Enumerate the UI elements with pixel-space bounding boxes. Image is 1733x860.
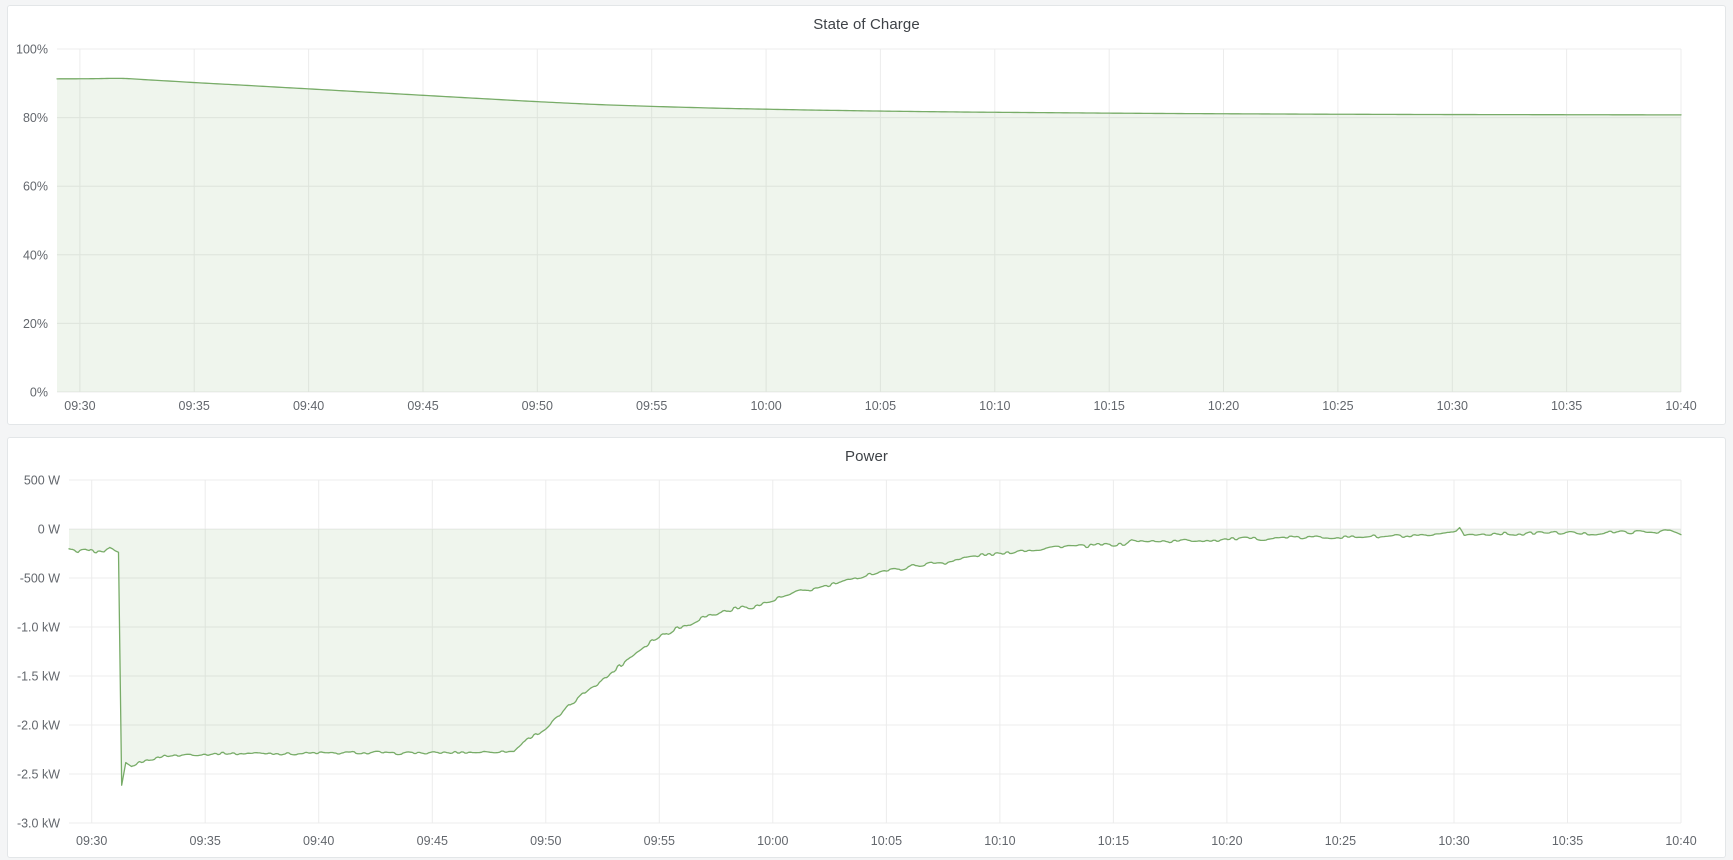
svg-text:40%: 40% — [23, 248, 48, 262]
svg-text:09:30: 09:30 — [64, 399, 95, 413]
svg-text:100%: 100% — [16, 43, 48, 57]
svg-text:09:50: 09:50 — [530, 834, 561, 848]
svg-text:10:15: 10:15 — [1098, 834, 1129, 848]
series-group — [56, 77, 1682, 392]
svg-text:500 W: 500 W — [24, 474, 60, 488]
state-of-charge-chart-canvas[interactable]: 100%80%60%40%20%0%09:30 09:35 09:40 09:45 09… — [8, 6, 1723, 424]
x-axis-labels: 09:30 09:35 09:40 09:45 09:50 09:55 10:00 10:05… — [64, 399, 1696, 413]
svg-text:-2.0 kW: -2.0 kW — [17, 719, 60, 733]
x-axis-labels: 09:30 09:35 09:40 09:45 09:50 09:55 10:00 10:05… — [76, 834, 1697, 848]
svg-text:60%: 60% — [23, 180, 48, 194]
state-of-charge-panel-title[interactable]: State of Charge — [813, 16, 920, 33]
svg-text:09:55: 09:55 — [636, 399, 667, 413]
svg-text:09:40: 09:40 — [303, 834, 334, 848]
power-chart-canvas[interactable]: 500 W 0 W -500 W -1.0 kW -1.5 kW -2.0 kW -2.5 … — [8, 438, 1723, 857]
power-panel-title[interactable]: Power — [844, 448, 889, 465]
svg-text:-500 W: -500 W — [20, 572, 60, 586]
series-line — [56, 77, 1682, 116]
svg-text:10:40: 10:40 — [1665, 399, 1696, 413]
svg-text:09:50: 09:50 — [522, 399, 553, 413]
svg-text:-1.5 kW: -1.5 kW — [17, 670, 60, 684]
svg-text:10:35: 10:35 — [1551, 399, 1582, 413]
svg-text:80%: 80% — [23, 111, 48, 125]
svg-text:10:40: 10:40 — [1665, 834, 1696, 848]
y-axis-labels: 100% 80% 60% 40% 20% 0% — [16, 43, 48, 400]
y-axis-labels: 500 W 0 W -500 W -1.0 kW -1.5 kW -2.0 kW -2.5 … — [17, 474, 60, 831]
series-area-fill — [57, 78, 1681, 392]
svg-text:10:00: 10:00 — [757, 834, 788, 848]
svg-text:09:40: 09:40 — [293, 399, 324, 413]
svg-text:10:20: 10:20 — [1208, 399, 1239, 413]
svg-text:0%: 0% — [30, 386, 48, 400]
svg-text:10:20: 10:20 — [1211, 834, 1242, 848]
grid-lines — [69, 479, 1682, 824]
svg-text:09:45: 09:45 — [417, 834, 448, 848]
svg-text:10:30: 10:30 — [1438, 834, 1469, 848]
svg-text:10:25: 10:25 — [1325, 834, 1356, 848]
svg-text:09:35: 09:35 — [179, 399, 210, 413]
svg-text:-1.0 kW: -1.0 kW — [17, 621, 60, 635]
svg-text:10:05: 10:05 — [865, 399, 896, 413]
svg-text:09:55: 09:55 — [644, 834, 675, 848]
svg-text:0 W: 0 W — [38, 523, 60, 537]
svg-text:09:35: 09:35 — [190, 834, 221, 848]
series-group — [68, 526, 1682, 786]
svg-text:10:15: 10:15 — [1094, 399, 1125, 413]
svg-text:-2.5 kW: -2.5 kW — [17, 768, 60, 782]
svg-text:09:30: 09:30 — [76, 834, 107, 848]
series-line — [68, 526, 1682, 786]
svg-text:-3.0 kW: -3.0 kW — [17, 817, 60, 831]
svg-text:10:25: 10:25 — [1322, 399, 1353, 413]
svg-text:10:05: 10:05 — [871, 834, 902, 848]
power-panel: Power 500 W 0 W -500 W -1.0 kW -1.5 kW -2.0 k… — [7, 437, 1726, 858]
svg-text:20%: 20% — [23, 317, 48, 331]
svg-text:10:35: 10:35 — [1552, 834, 1583, 848]
svg-text:10:10: 10:10 — [979, 399, 1010, 413]
state-of-charge-panel: State of Charge 100% 80% 60% 40% 20% 0% 09:30 0… — [7, 5, 1726, 425]
series-area-fill — [69, 527, 1681, 786]
svg-text:10:10: 10:10 — [984, 834, 1015, 848]
svg-text:10:30: 10:30 — [1437, 399, 1468, 413]
grid-lines — [57, 48, 1682, 393]
svg-text:09:45: 09:45 — [407, 399, 438, 413]
svg-text:10:00: 10:00 — [750, 399, 781, 413]
